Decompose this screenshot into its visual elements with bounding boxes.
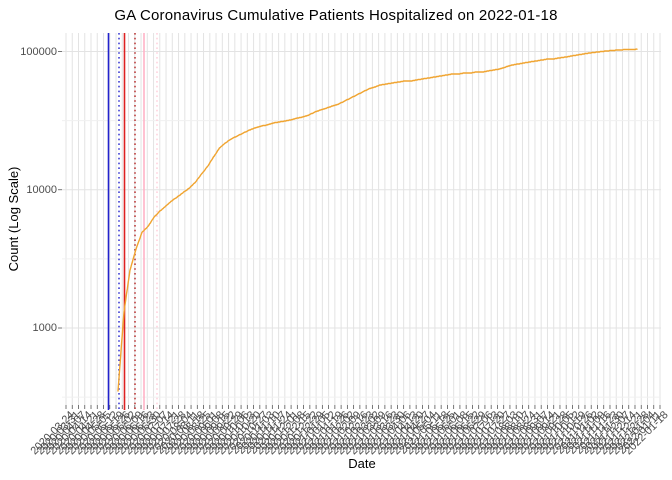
y-axis-title: Count (Log Scale): [6, 166, 21, 272]
x-axis-title: Date: [348, 456, 376, 471]
y-tick-label: 10000: [26, 183, 57, 196]
y-tick-label: 100000: [20, 45, 57, 58]
chart-title: GA Coronavirus Cumulative Patients Hospi…: [114, 7, 558, 24]
y-tick-label: 1000: [32, 322, 57, 334]
hospitalized-line: [117, 48, 638, 392]
